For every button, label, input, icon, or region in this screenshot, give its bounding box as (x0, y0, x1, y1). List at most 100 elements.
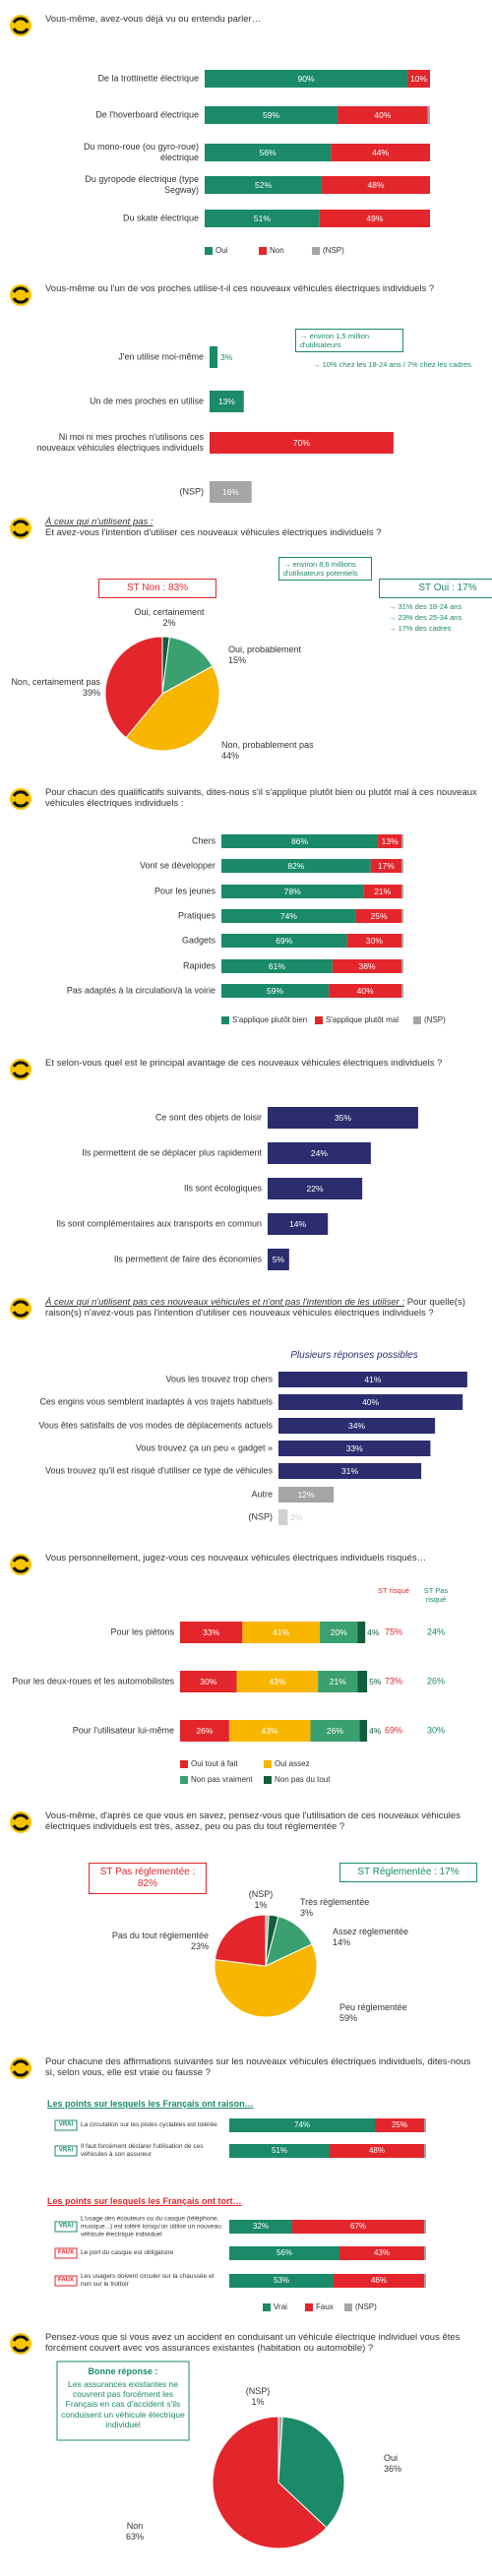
slice-value: 2% (162, 618, 176, 628)
annotation: → 23% des 25-34 ans (389, 613, 462, 622)
bar (278, 1463, 422, 1479)
value-label: 78% (283, 886, 301, 896)
legend-swatch (413, 1016, 421, 1024)
bar (268, 1213, 329, 1235)
bar-segment (401, 859, 403, 873)
slice-label: Peu réglementée (339, 2002, 407, 2012)
category-label: Pour l'utilisateur lui-même (72, 1725, 174, 1736)
category-label: Vont se développer (139, 860, 215, 871)
chart-header: Pensez-vous que si vous avez un accident… (45, 2332, 478, 2355)
category-label: Du mono-roue (ou gyro-roue) électrique (83, 142, 199, 162)
bar-segment (401, 934, 403, 948)
chart-title: Vous personnellement, jugez-vous ces nou… (45, 1553, 427, 1564)
value-label: 70% (292, 437, 310, 448)
value-label: 30% (200, 1676, 217, 1687)
category-label: Vous trouvez ça un peu « gadget » (135, 1442, 273, 1453)
value-label: 40% (374, 109, 392, 120)
bar (278, 1441, 431, 1456)
st-header: ST Pas risqué (423, 1586, 449, 1604)
value-label: 49% (366, 213, 384, 223)
legend-label: Oui tout à fait (191, 1759, 238, 1769)
bar-segment (221, 859, 371, 873)
legend-label: S'applique plutôt mal (326, 1015, 400, 1025)
legend-label: Non pas vraiment (191, 1775, 253, 1785)
bar-segment (229, 2220, 292, 2234)
logo-mark (12, 17, 30, 34)
bar-segment (401, 885, 403, 898)
value-label: 4% (369, 1725, 382, 1736)
category-label: (NSP) (248, 1511, 274, 1522)
category-label: Vous trouvez qu'il est risqué d'utiliser… (44, 1465, 273, 1476)
slice-value: 1% (251, 2397, 265, 2407)
value-label: 40% (356, 985, 374, 996)
bar-segment (205, 144, 332, 161)
bar (210, 346, 218, 368)
category-label: Pratiques (177, 910, 215, 921)
value-label: 38% (358, 960, 376, 971)
category-label: Pour les piétons (110, 1626, 174, 1637)
bar-segment (401, 834, 403, 848)
value-label: 5% (272, 1254, 285, 1264)
slice-value: 3% (300, 1908, 314, 1918)
slice-value: 44% (221, 751, 240, 761)
pie-slice (214, 1914, 267, 1967)
value-label: 44% (372, 147, 390, 157)
slice-label: Oui (384, 2453, 399, 2463)
value-label: 59% (263, 109, 280, 120)
slice-value: 59% (339, 2013, 358, 2023)
logo-mark (12, 286, 30, 304)
tag: FAUX (57, 2249, 74, 2256)
value-label: 25% (391, 2120, 407, 2130)
bar-segment (427, 106, 430, 124)
legend-swatch (259, 247, 267, 255)
slice-label: Non (126, 2521, 144, 2531)
group-label: Les points sur lesquels les Français ont… (47, 2099, 254, 2109)
value-label: 46% (370, 2276, 387, 2286)
value-label: 26% (326, 1725, 343, 1736)
tag: VRAI (58, 2147, 74, 2154)
slice-label: Oui, probablement (228, 644, 302, 654)
value-label: 40% (362, 1396, 380, 1407)
category-label: Pour les deux-roues et les automobiliste… (12, 1676, 174, 1687)
answer-box (56, 2361, 190, 2441)
bar-segment (221, 885, 364, 898)
value-label: 43% (373, 2248, 390, 2258)
chart-header: À ceux qui n'utilisent pas : Et avez-vou… (45, 517, 478, 539)
chart-header: Et selon-vous quel est le principal avan… (45, 1058, 478, 1069)
chart-title: Pour quelle(s) raison(s) n'avez-vous pas… (45, 1297, 465, 1319)
logo-mark (12, 2059, 30, 2077)
category-label: Vous les trouvez trop chers (165, 1374, 273, 1384)
tag-box (54, 2145, 78, 2157)
slice-label: Pas du tout réglementée (111, 1931, 209, 1940)
bar-segment (229, 2144, 330, 2158)
value-label: 14% (289, 1218, 307, 1229)
category-label: Vous êtes satisfaits de vos modes de dép… (38, 1420, 273, 1431)
category-label: Ces engins vous semblent inadaptés à vos… (39, 1396, 273, 1407)
category-label: Il faut forcément déclarer l'utilisation… (81, 2143, 204, 2158)
legend-label: Oui assez (275, 1759, 310, 1769)
chart-header: Vous-même ou l'un de vos proches utilise… (45, 283, 478, 294)
tag: FAUX (57, 2277, 74, 2284)
bar-segment (221, 909, 356, 923)
category-label: Pour les jeunes (154, 886, 215, 896)
bar-segment (375, 2118, 424, 2132)
bar-segment (331, 144, 430, 161)
note: Plusieurs réponses possibles (290, 1350, 418, 1361)
st-value: 24% (426, 1626, 445, 1637)
legend-label: Non (270, 246, 284, 256)
legend-label: Vrai (274, 2302, 287, 2312)
category-label: J'en utilise moi-même (118, 351, 204, 362)
value-label: 30% (365, 935, 383, 946)
value-label: 74% (279, 910, 297, 921)
value-label: 90% (297, 73, 315, 84)
value-label: 53% (273, 2276, 289, 2286)
bar-segment (355, 909, 402, 923)
bar-segment (378, 834, 402, 848)
slice-label: (NSP) (245, 2386, 271, 2396)
value-label: 34% (348, 1420, 366, 1431)
legend-swatch (180, 1776, 188, 1784)
group-label: Les points sur lesquels les Français ont… (47, 2196, 242, 2206)
bar-segment (221, 984, 330, 998)
value-label: 25% (370, 910, 388, 921)
